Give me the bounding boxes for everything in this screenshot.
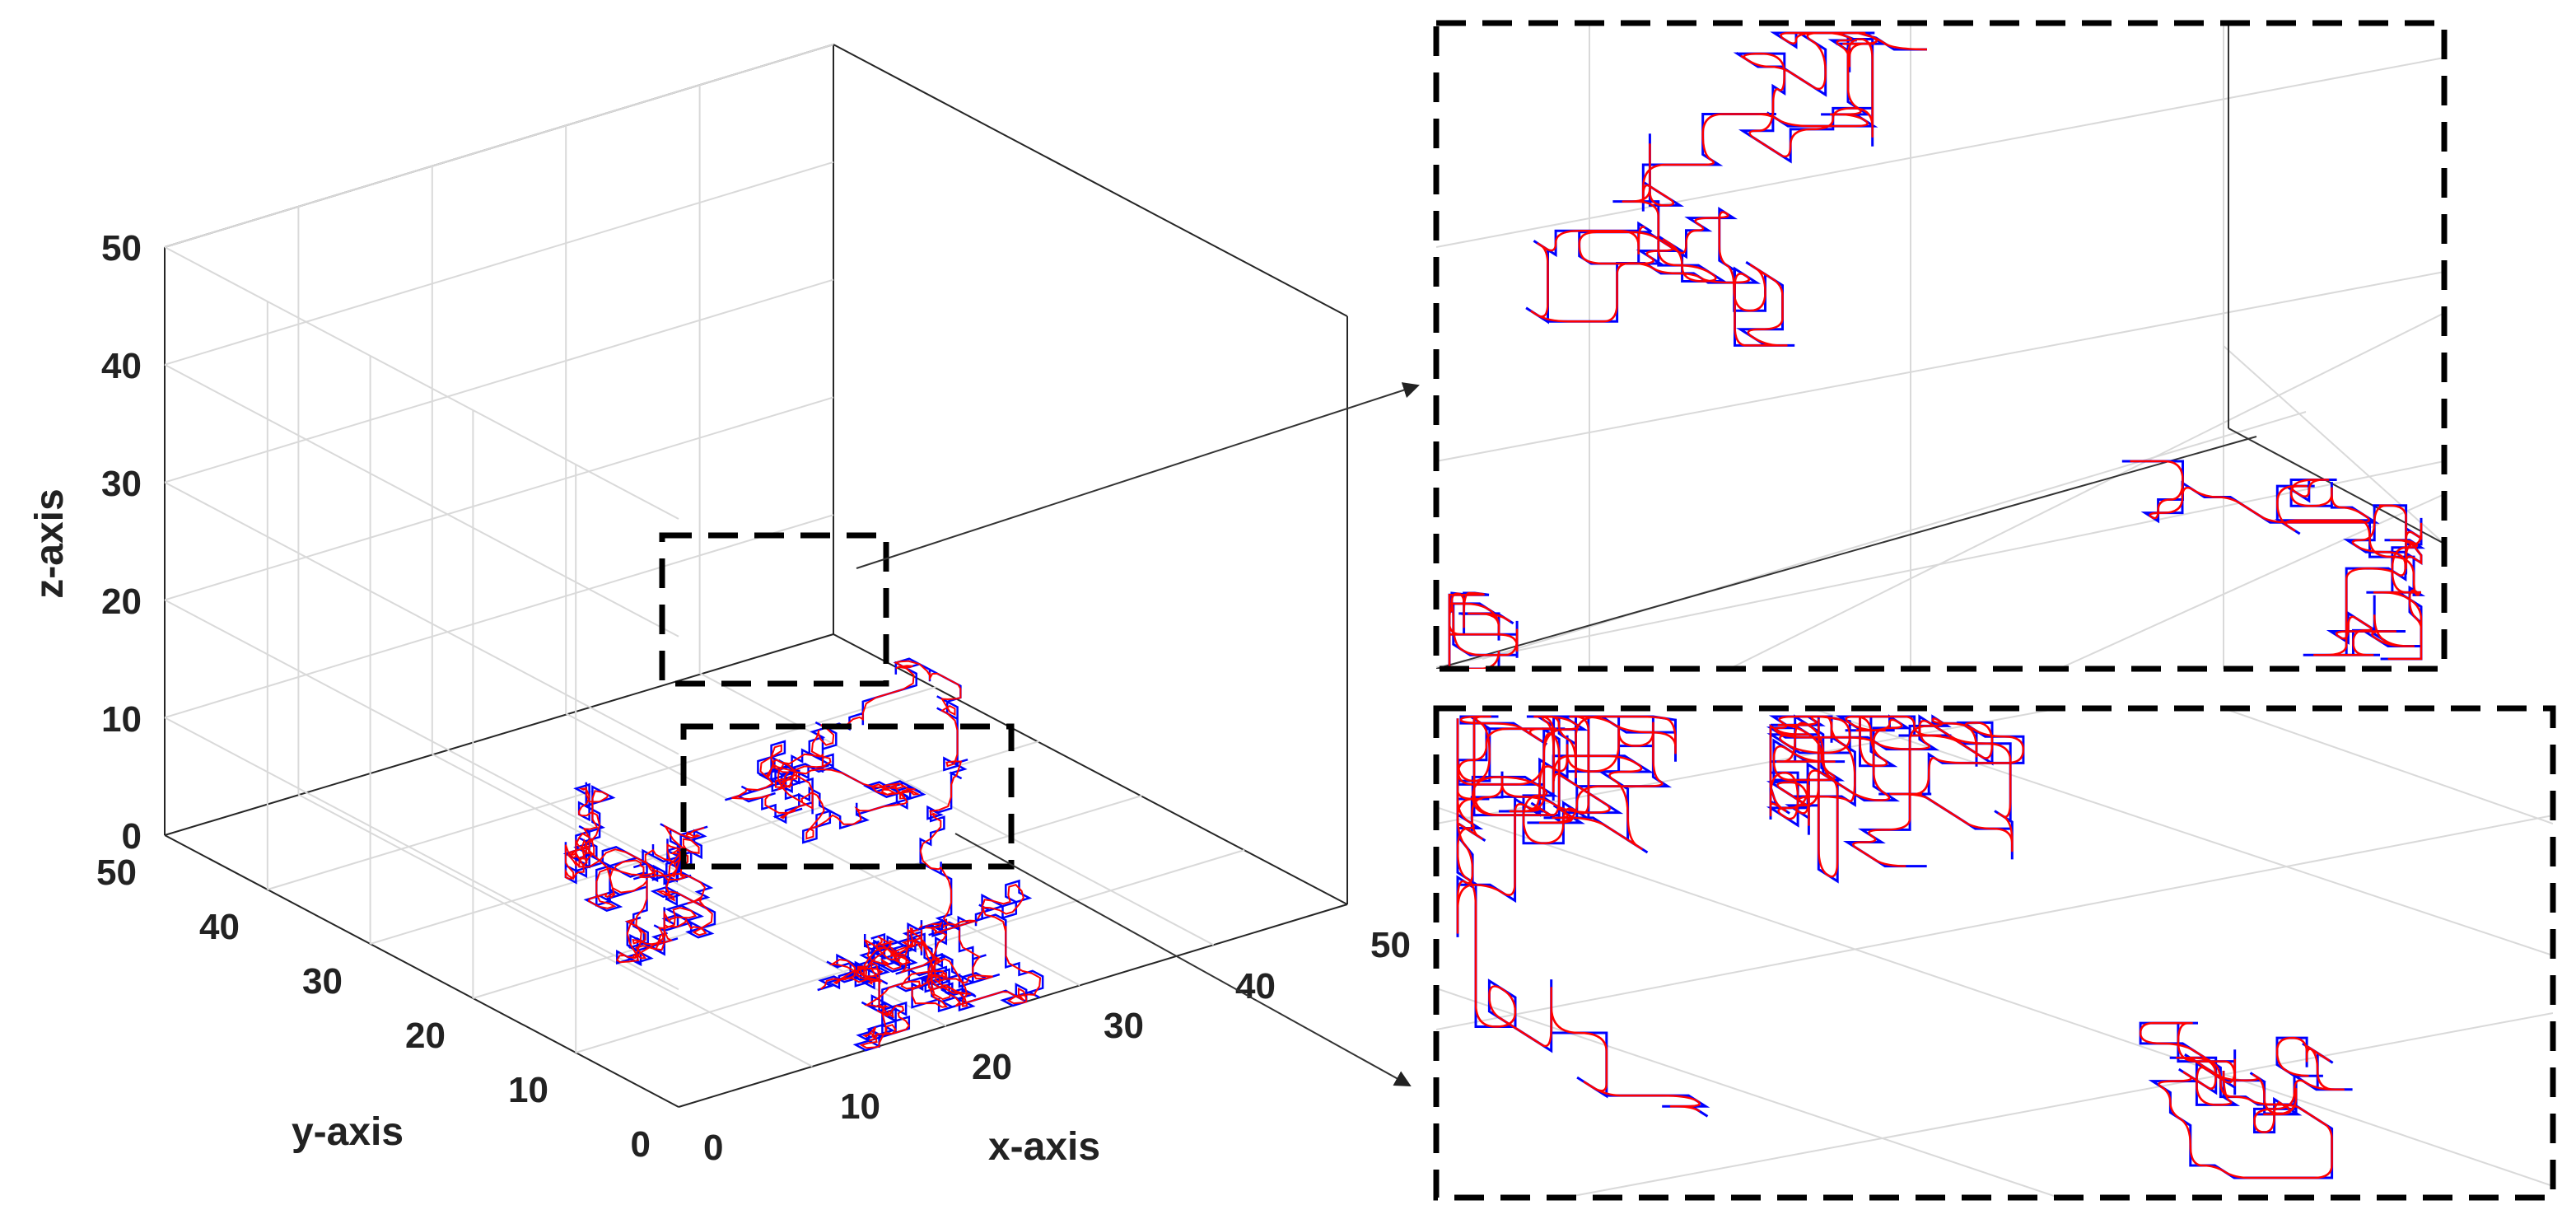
y-ticks: 0 10 20 30 40 50 [96,852,651,1165]
z-ticks: 0 10 20 30 40 50 [101,228,142,857]
z-tick-label: 50 [101,228,142,269]
grid-line [1564,1012,2553,1198]
grid-line [2058,493,2444,669]
red-path [2130,460,2423,661]
inset-lower-grid [1436,708,2553,1198]
y-tick-label: 50 [96,852,137,893]
grid-line [1482,411,2307,660]
y-axis-label: y-axis [292,1110,404,1154]
grid-line [565,712,1080,987]
floor-back-left [164,633,834,836]
x-tick-label: 0 [703,1128,723,1168]
grid-line [164,44,834,248]
red-path [731,660,976,935]
grid-lines [164,44,1245,1067]
grid-line [164,599,679,873]
grid-line [575,849,1245,1053]
red-path [564,787,713,964]
grid-line [164,246,679,520]
grid-line [370,740,1039,945]
grid-line [297,793,813,1067]
x-tick-label: 20 [972,1047,1012,1087]
main-trajectory [562,657,1044,1052]
grid-line [164,717,679,991]
y-tick-label: 0 [631,1124,651,1165]
inset-upper-grid [1436,23,2444,669]
zoom-box-lower [680,723,1015,870]
inset-lower [1433,705,2556,1201]
x-axis-label: x-axis [988,1125,1100,1169]
grid-line [1436,988,2060,1198]
grid-line [1436,57,2444,248]
inset-upper-trajectory [1448,31,2426,669]
back-edge-right [833,44,1348,317]
grid-line [1729,312,2444,669]
x-tick-label: 50 [1370,925,1411,965]
leader-upper [856,382,1420,569]
z-tick-label: 20 [101,581,142,622]
inset-upper-frame [1433,20,2448,672]
y-tick-label: 40 [199,907,240,947]
grid-line [164,278,834,483]
y-tick-label: 20 [405,1016,446,1056]
grid-line [1811,708,2553,956]
grid-line [1436,815,2553,1030]
z-tick-label: 0 [122,816,142,857]
grid-line [164,161,834,366]
blue-path [2139,1021,2353,1179]
grid-line [473,795,1142,999]
inset-lower-trajectory [1456,714,2353,1179]
z-tick-label: 10 [101,699,142,740]
y-tick-label: 10 [508,1070,548,1110]
grid-line [699,672,1215,946]
leader-lower [954,833,1412,1086]
inset-axis-edge [2228,427,2444,544]
red-path [1530,31,1928,347]
inset-upper [1433,20,2448,672]
grid-line [1436,806,2553,1187]
z-tick-label: 40 [101,346,142,386]
grid-line [1436,271,2444,462]
grid-line [267,686,937,890]
grid-line [2223,708,2553,824]
y-tick-label: 30 [302,961,343,1002]
x-tick-label: 10 [840,1086,880,1127]
grid-line [164,363,679,638]
inset-axis-edge [1436,436,2257,669]
zoom-box-upper [659,532,889,687]
z-tick-label: 30 [101,464,142,504]
red-path [2139,1021,2345,1179]
red-path [1769,715,2025,878]
y-axis-line [164,834,679,1108]
grid-line [164,514,834,719]
floor-back-right [833,633,1348,905]
x-ticks: 0 10 20 30 40 50 [703,925,1411,1168]
x-tick-label: 30 [1104,1006,1144,1046]
grid-line [2223,345,2444,544]
grid-line [164,481,679,755]
red-path [820,884,1042,1049]
red-path [1448,591,1519,669]
inset-lower-frame [1433,705,2556,1201]
grid-line [164,396,834,601]
blue-path [1525,31,1927,347]
z-axis-label: z-axis [28,488,72,598]
red-path [1456,715,1701,1113]
